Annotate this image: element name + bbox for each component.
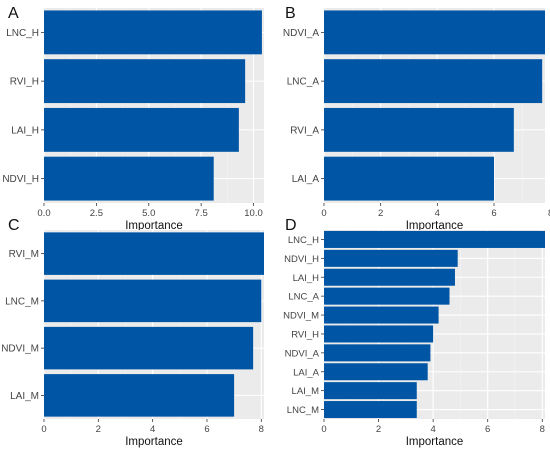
y-tick-label: LAI_A — [292, 174, 320, 185]
x-tick-label: 0 — [321, 424, 326, 435]
y-tick-label: LNC_M — [5, 296, 39, 307]
y-tick-label: LNC_H — [6, 28, 39, 39]
bar-rvi-h — [324, 325, 434, 343]
bar-ndvi-a — [324, 344, 431, 362]
x-axis-title: Importance — [125, 220, 183, 232]
y-tick-label: RVI_M — [9, 249, 39, 260]
bar-ndvi-h — [44, 156, 214, 201]
y-tick-label: NDVI_M — [1, 344, 39, 355]
y-tick-label: LAI_H — [11, 125, 39, 136]
x-tick-label: 6 — [485, 424, 490, 435]
x-tick-label: 4 — [435, 208, 440, 219]
panel-label: B — [285, 5, 296, 22]
x-tick-label: 2 — [376, 424, 381, 435]
bar-lnc-a — [324, 59, 543, 104]
bar-lnc-m — [44, 279, 262, 323]
x-tick-label: 0 — [41, 424, 46, 435]
bar-lai-h — [324, 268, 455, 286]
y-tick-label: RVI_H — [10, 77, 39, 88]
y-tick-label: LNC_M — [287, 405, 319, 416]
y-tick-label: NDVI_A — [283, 28, 319, 39]
y-tick-label: NDVI_H — [284, 254, 319, 265]
bar-lnc-h — [44, 10, 262, 55]
panel-label: A — [8, 5, 19, 22]
bar-ndvi-m — [324, 306, 439, 324]
x-tick-label: 0.0 — [37, 208, 50, 219]
x-tick-label: 5.0 — [142, 208, 155, 219]
x-tick-label: 6 — [204, 424, 209, 435]
x-tick-label: 4 — [150, 424, 155, 435]
x-tick-label: 8 — [259, 424, 264, 435]
panel-a: LNC_H RVI_H LAI_H NDVI_H 0.0 2.5 5.0 7.5 10.0 Imp… — [2, 5, 264, 232]
panel-b: NDVI_A LNC_A RVI_A LAI_A 0 2 4 6 8 Importance B — [283, 5, 550, 232]
bar-lai-m — [44, 374, 235, 417]
x-tick-label: 2 — [378, 208, 383, 219]
y-tick-label: LNC_H — [288, 235, 319, 246]
x-axis-title: Importance — [125, 436, 183, 448]
y-tick-label: LNC_A — [288, 292, 319, 303]
y-tick-label: LAI_H — [293, 273, 320, 284]
panel-label: D — [285, 217, 297, 234]
y-tick-label: NDVI_A — [285, 348, 320, 359]
x-tick-label: 8 — [540, 424, 545, 435]
x-tick-label: 10.0 — [244, 208, 263, 219]
bar-lnc-m — [324, 401, 417, 419]
x-axis-title: Importance — [406, 220, 464, 232]
bar-lai-a — [324, 156, 494, 201]
bar-rvi-a — [324, 107, 514, 152]
bar-lnc-a — [324, 287, 450, 305]
x-tick-label: 7.5 — [195, 208, 208, 219]
x-tick-label: 0 — [321, 208, 326, 219]
bar-rvi-m — [44, 232, 264, 275]
y-tick-label: LAI_A — [293, 367, 320, 378]
y-tick-label: NDVI_H — [2, 174, 39, 185]
panel-c: RVI_M LNC_M NDVI_M LAI_M 0 2 4 6 8 Importance C — [1, 217, 264, 448]
bar-ndvi-m — [44, 326, 254, 370]
panel-d: LNC_H NDVI_H LAI_H LNC_A NDVI_M RVI_H NDVI_A LA… — [283, 217, 545, 448]
bar-lai-m — [324, 382, 417, 400]
y-tick-label: LAI_M — [10, 391, 39, 402]
y-tick-label: LAI_M — [292, 386, 320, 397]
y-tick-label: NDVI_M — [283, 311, 319, 322]
panel-label: C — [8, 217, 20, 234]
y-tick-label: LNC_A — [287, 77, 320, 88]
bar-lai-a — [324, 363, 428, 381]
bar-lai-h — [44, 107, 239, 152]
bar-lnc-h — [324, 230, 545, 248]
bar-ndvi-a — [324, 10, 545, 55]
x-tick-label: 8 — [548, 208, 550, 219]
x-axis-title: Importance — [406, 436, 464, 448]
x-tick-label: 4 — [430, 424, 435, 435]
y-tick-label: RVI_H — [291, 329, 319, 340]
x-tick-label: 6 — [491, 208, 496, 219]
x-tick-label: 2.5 — [90, 208, 103, 219]
bar-ndvi-h — [324, 249, 458, 267]
bar-rvi-h — [44, 59, 246, 104]
x-tick-label: 2 — [96, 424, 101, 435]
y-tick-label: RVI_A — [290, 125, 319, 136]
